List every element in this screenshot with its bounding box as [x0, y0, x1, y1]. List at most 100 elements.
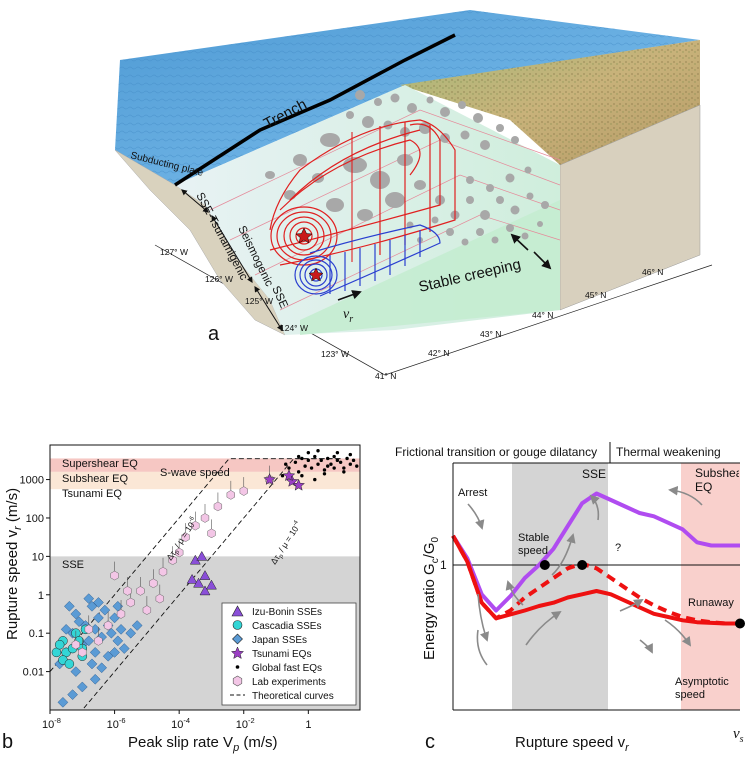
japan-sses-point-6: [83, 635, 95, 647]
y-tick-label-5: 1000: [20, 475, 44, 487]
japan-sses-point-32: [109, 647, 120, 658]
tsunami-eqs-point-1: [285, 474, 299, 487]
panel-b-legend: Izu-Bonin SSEs Cascadia SSEs Japan SSEs …: [221, 602, 357, 706]
longitude-labels: 127° W 126° W 125° W 124° W 123° W: [160, 247, 349, 359]
legend-marker-lab: [232, 675, 243, 687]
panel-b-y-axis-title: Rupture speed vr (m/s): [4, 488, 24, 640]
japan-sses-point-35: [70, 666, 82, 677]
y-tick-label-1: 0.1: [29, 628, 44, 640]
tsunami-eqs-point-2: [292, 478, 306, 491]
regime-label-supershear: Supershear EQ: [62, 458, 138, 470]
lab-experiments-point-21: [71, 639, 80, 650]
panel-c-key-points: [539, 560, 745, 629]
global-fast-eqs-point-27: [348, 452, 353, 457]
global-fast-eqs-point-13: [332, 466, 336, 470]
lab-experiments-point-15: [226, 490, 235, 500]
tsunami-eqs-point-3: [282, 469, 296, 482]
global-fast-eqs-point-25: [332, 454, 336, 459]
global-fast-eqs-point-33: [313, 477, 317, 482]
legend-label-theory: Theoretical curves: [252, 691, 334, 702]
trench-line: [174, 33, 456, 187]
cascadia-sses-point-9: [64, 659, 75, 669]
global-fast-eqs-point-34: [296, 454, 301, 459]
global-fast-eqs-point-14: [335, 458, 340, 463]
panel-c-x-axis-title: Rupture speed vr: [515, 734, 630, 754]
x-tick-label-1: 10-6: [107, 716, 126, 731]
legend-marker-cascadia: [232, 620, 243, 630]
seafloor-texture: [115, 10, 700, 185]
japan-sses-point-24: [64, 600, 75, 612]
global-fast-eqs-point-12: [329, 462, 333, 466]
panel-b-letter: b: [2, 731, 13, 753]
legend-label-lab: Lab experiments: [252, 677, 326, 688]
panel-c-curve-red-dashed: [451, 534, 740, 626]
y-tick-label-4: 100: [26, 513, 44, 525]
lab-experiments-point-4: [126, 597, 135, 608]
earthquake-hypocenter-star: [295, 227, 313, 244]
land-texture: [400, 40, 700, 165]
key-point-1: [577, 560, 588, 570]
global-fast-eqs-point-23: [316, 449, 320, 453]
legend-marker-japan: [232, 633, 243, 645]
lab-experiments-point-20: [84, 624, 93, 635]
izu-bonin-sses-point-5: [206, 579, 217, 590]
regime-label-sse: SSE: [62, 559, 84, 571]
panel-c-ytick-1: 1: [440, 558, 447, 572]
svg-text:125° W: 125° W: [245, 296, 273, 306]
japan-sses-point-27: [76, 681, 88, 693]
svg-text:46° N: 46° N: [642, 267, 663, 277]
japan-sses-point-28: [89, 673, 101, 685]
theoretical-curve-1: [83, 458, 341, 709]
global-fast-eqs-point-26: [342, 470, 346, 474]
panel-a-letter: a: [208, 323, 220, 345]
lab-experiments-point-12: [191, 520, 200, 531]
japan-sses-point-3: [70, 608, 82, 620]
lab-experiments-point-1: [94, 636, 103, 646]
lab-experiments-point-14: [213, 501, 223, 512]
x-tick-label-2: 10-4: [171, 716, 190, 731]
global-fast-eqs-point-31: [284, 462, 288, 466]
lab-experiments-point-19: [123, 586, 132, 596]
regime-band-0: [50, 445, 360, 459]
asperities: [265, 90, 549, 246]
panel-c-regime-sse: SSE: [582, 467, 606, 481]
lab-experiments-point-5: [136, 586, 145, 596]
lab-experiments-point-9: [168, 555, 177, 565]
svg-text:43° N: 43° N: [480, 329, 501, 339]
key-point-0: [539, 560, 550, 570]
panel-c-curve-red-solid: [451, 534, 740, 626]
japan-sses-point-20: [83, 593, 95, 604]
y-tick-label-2: 1: [38, 590, 44, 602]
global-fast-eqs-point-18: [348, 462, 353, 466]
global-fast-eqs-point-11: [326, 456, 330, 461]
izu-bonin-sses-point-1: [196, 550, 208, 561]
global-fast-eqs-point-2: [296, 470, 301, 474]
x-tick-label-0: 10-8: [42, 716, 61, 731]
japan-sses-point-23: [73, 616, 85, 628]
svg-text:127° W: 127° W: [160, 247, 188, 257]
stable-creeping-zone: [300, 200, 560, 335]
global-fast-eqs-point-19: [351, 458, 356, 463]
lab-experiments-point-6: [142, 605, 152, 615]
panel-b-chart: 10-8 10-6 10-4 10-2 1 0.01 0.1 1 10 100 1000 Supe…: [2, 444, 361, 754]
lab-experiments-point-16: [239, 486, 248, 496]
legend-label-cascadia: Cascadia SSEs: [252, 621, 321, 632]
panel-c-subshear-band: [681, 463, 740, 710]
regime-band-1: [50, 458, 360, 472]
japan-sses-point-19: [131, 620, 143, 631]
izu-bonin-sses-point-3: [199, 570, 211, 580]
global-fast-eqs-point-1: [293, 460, 298, 464]
lab-experiments-point-7: [149, 578, 158, 589]
panel-c-y-axis-title: Energy ratio Gc/G0: [421, 536, 441, 660]
panel-c-header-left: Frictional transition or gouge dilatancy: [395, 445, 597, 459]
lab-experiments-point-10: [175, 547, 184, 558]
panel-c-header-right: Thermal weakening: [616, 445, 721, 459]
sse-hypocenter-star: [308, 267, 324, 282]
annotation-question: ?: [615, 542, 621, 554]
panel-c-letter: c: [425, 731, 435, 753]
annotation-stable-speed: Stable speed: [518, 532, 549, 557]
japan-sses-point-26: [67, 689, 78, 700]
rupture-speed-label: vr: [343, 307, 353, 325]
panel-c-curve-purple: [451, 491, 740, 613]
